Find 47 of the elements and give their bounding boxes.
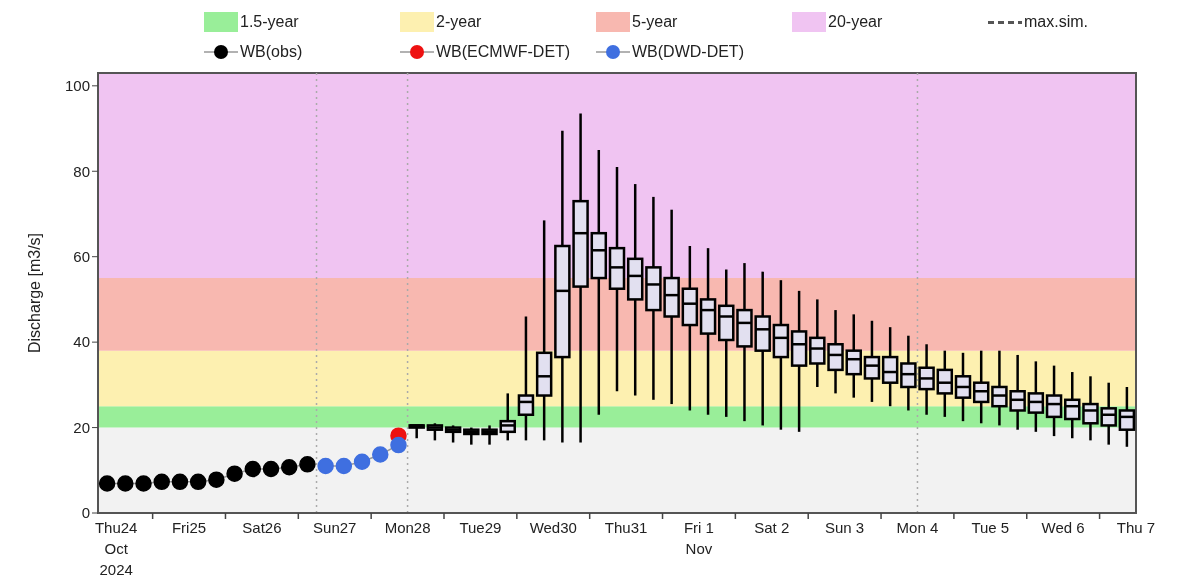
- legend-label: 2-year: [436, 13, 482, 31]
- x-tick-label: Tue 5: [971, 519, 1010, 536]
- x-tick-label: Thu24 Oct 2024: [94, 519, 138, 578]
- point: [135, 475, 152, 492]
- x-tick-label: Thu 7: [1116, 519, 1156, 536]
- x-tick-label: Mon28: [384, 519, 431, 536]
- x-tick-label: Tue29: [459, 519, 502, 536]
- y-tick-label: 60: [73, 248, 90, 266]
- point: [226, 465, 243, 482]
- point: [171, 473, 189, 491]
- x-tick-label: Wed 6: [1041, 519, 1085, 536]
- point: [98, 475, 116, 492]
- legend-label: WB(ECMWF-DET): [436, 43, 571, 61]
- point: [353, 453, 371, 470]
- x-tick-label: Sat 2: [754, 519, 790, 536]
- x-tick-label: Fri 1 Nov: [683, 519, 714, 557]
- legend-label: WB(obs): [240, 43, 303, 61]
- legend-label: 20-year: [828, 13, 883, 31]
- point: [208, 471, 225, 488]
- point: [244, 460, 262, 478]
- x-tick-label: Sun 3: [825, 519, 865, 536]
- y-tick-label: 40: [73, 333, 90, 351]
- point: [262, 460, 280, 478]
- x-tick-label: Sat26: [242, 519, 282, 536]
- y-axis-title: Discharge [m3/s]: [25, 232, 43, 354]
- point: [299, 456, 316, 473]
- point: [335, 457, 353, 475]
- legend-label: 1.5-year: [240, 13, 299, 31]
- y-tick-label: 80: [73, 162, 90, 180]
- x-tick-label: Thu31: [604, 519, 648, 536]
- point: [372, 446, 389, 463]
- point: [317, 457, 334, 475]
- x-tick-label: Fri25: [171, 519, 207, 536]
- y-tick-label: 20: [73, 418, 90, 436]
- point: [280, 459, 298, 476]
- y-tick-label: 100: [64, 77, 90, 95]
- x-tick-label: Mon 4: [896, 519, 939, 536]
- point: [117, 475, 134, 492]
- point: [189, 473, 207, 491]
- legend-label: max.sim.: [1024, 13, 1088, 31]
- x-tick-label: Wed30: [529, 519, 577, 536]
- x-tick-label: Sun27: [313, 519, 357, 536]
- y-tick-label: 0: [81, 504, 90, 522]
- point: [390, 436, 407, 454]
- point: [153, 473, 170, 491]
- legend-label: 5-year: [632, 13, 678, 31]
- legend-label: WB(DWD-DET): [632, 43, 744, 61]
